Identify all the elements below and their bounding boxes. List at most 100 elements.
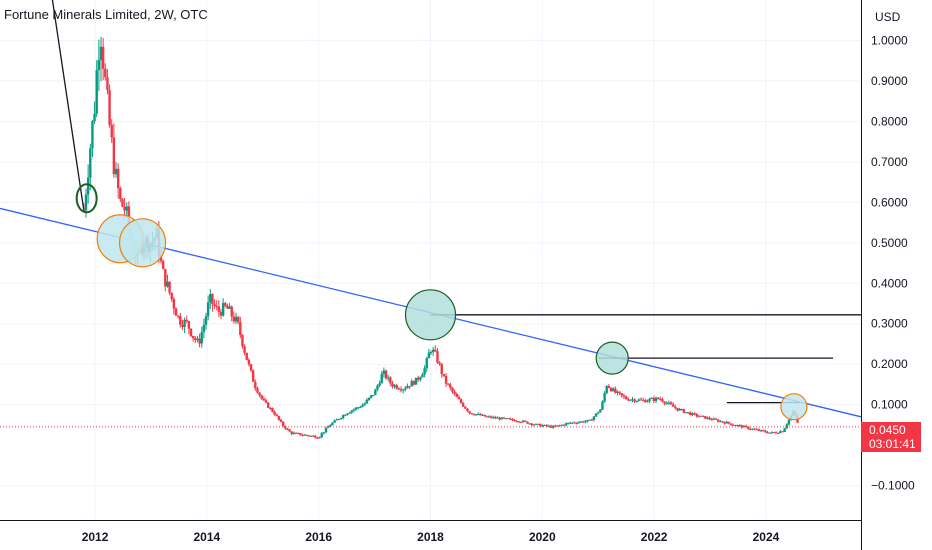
candle-body bbox=[84, 194, 88, 211]
candle-body bbox=[399, 389, 403, 391]
candle-body bbox=[374, 389, 377, 396]
candle-body bbox=[504, 418, 508, 420]
candle-body bbox=[539, 423, 542, 427]
candle-body bbox=[200, 332, 203, 344]
candle-body bbox=[564, 423, 568, 426]
currency-button[interactable]: USD bbox=[875, 10, 901, 24]
candle-body bbox=[635, 400, 638, 402]
candle-body bbox=[206, 302, 210, 317]
candle-body bbox=[716, 419, 720, 422]
candle-body bbox=[266, 402, 270, 408]
candle-body bbox=[731, 424, 735, 426]
candle-body bbox=[609, 387, 613, 392]
candle-body bbox=[751, 428, 754, 430]
candle-body bbox=[194, 338, 197, 340]
candle-body bbox=[661, 399, 664, 402]
candle-body bbox=[251, 370, 255, 382]
candle-body bbox=[631, 399, 634, 401]
candle-body bbox=[230, 306, 233, 317]
y-tick-label: −0.1000 bbox=[871, 479, 915, 493]
candle-body bbox=[449, 384, 452, 388]
candle-body bbox=[714, 418, 718, 420]
y-tick-label: 0.2000 bbox=[871, 357, 908, 371]
candle-body bbox=[421, 374, 424, 378]
candle-body bbox=[228, 306, 231, 309]
candle-body bbox=[367, 397, 371, 400]
candle-body bbox=[706, 417, 709, 419]
candle-body bbox=[678, 408, 681, 411]
candle-body bbox=[579, 421, 583, 423]
candle-body bbox=[316, 437, 319, 439]
candle-body bbox=[459, 399, 463, 403]
candle-body bbox=[189, 328, 193, 337]
candle-body bbox=[734, 425, 737, 427]
candle-body bbox=[294, 432, 298, 434]
candle-body bbox=[303, 434, 306, 436]
candle-body bbox=[311, 435, 315, 437]
candle-body bbox=[86, 177, 90, 195]
candle-body bbox=[234, 316, 238, 322]
candle-body bbox=[639, 399, 643, 401]
candle-body bbox=[536, 423, 540, 425]
candle-body bbox=[577, 422, 581, 424]
candle-body bbox=[401, 389, 405, 391]
candle-body bbox=[684, 412, 688, 414]
candle-body bbox=[256, 388, 259, 393]
candle-body bbox=[286, 428, 289, 430]
candle-body bbox=[461, 402, 465, 407]
candle-body bbox=[624, 396, 628, 400]
candle-body bbox=[605, 386, 608, 393]
candle-body bbox=[704, 416, 707, 419]
y-tick-label: 0.8000 bbox=[871, 114, 908, 128]
candle-body bbox=[494, 417, 497, 419]
candle-body bbox=[549, 425, 553, 428]
candle-body bbox=[350, 410, 353, 413]
candle-body bbox=[689, 412, 692, 416]
candle-body bbox=[464, 406, 467, 409]
last-price-badge: 0.0450 03:01:41 bbox=[861, 422, 921, 452]
candle-body bbox=[470, 413, 473, 415]
candle-body bbox=[682, 409, 686, 413]
candle-body bbox=[264, 400, 268, 403]
candle-body bbox=[785, 424, 788, 429]
candle-body bbox=[301, 435, 304, 437]
candle-body bbox=[179, 316, 182, 325]
candle-body bbox=[551, 425, 555, 428]
candle-body bbox=[277, 416, 281, 420]
candle-body bbox=[616, 391, 619, 393]
candle-body bbox=[106, 77, 109, 91]
candle-body bbox=[466, 408, 469, 412]
candle-body bbox=[378, 383, 381, 386]
candle-body bbox=[320, 433, 323, 438]
candle-body bbox=[329, 425, 332, 427]
candle-body bbox=[239, 322, 242, 335]
candle-body bbox=[344, 414, 347, 416]
candle-body bbox=[746, 426, 750, 429]
candle-body bbox=[766, 432, 769, 434]
candle-body bbox=[680, 408, 683, 410]
candle-body bbox=[114, 168, 118, 175]
candle-body bbox=[279, 419, 283, 422]
candle-body bbox=[453, 391, 456, 394]
annotation-circle bbox=[75, 183, 98, 214]
candle-body bbox=[526, 421, 529, 424]
candle-body bbox=[108, 90, 111, 125]
candle-body bbox=[474, 414, 478, 416]
candle-body bbox=[772, 432, 776, 434]
candle-body bbox=[202, 324, 206, 333]
candle-body bbox=[757, 429, 761, 431]
candle-body bbox=[779, 431, 782, 433]
candle-body bbox=[376, 385, 379, 390]
candle-body bbox=[566, 422, 570, 424]
y-tick-label: 0.1000 bbox=[871, 398, 908, 412]
candle-body bbox=[307, 435, 311, 437]
candle-body bbox=[446, 383, 450, 385]
candle-body bbox=[299, 433, 302, 436]
candle-body bbox=[412, 381, 416, 385]
candle-body bbox=[121, 199, 124, 207]
candle-body bbox=[712, 418, 716, 420]
candle-body bbox=[427, 352, 431, 359]
candle-body bbox=[656, 397, 660, 399]
candle-body bbox=[232, 316, 236, 322]
